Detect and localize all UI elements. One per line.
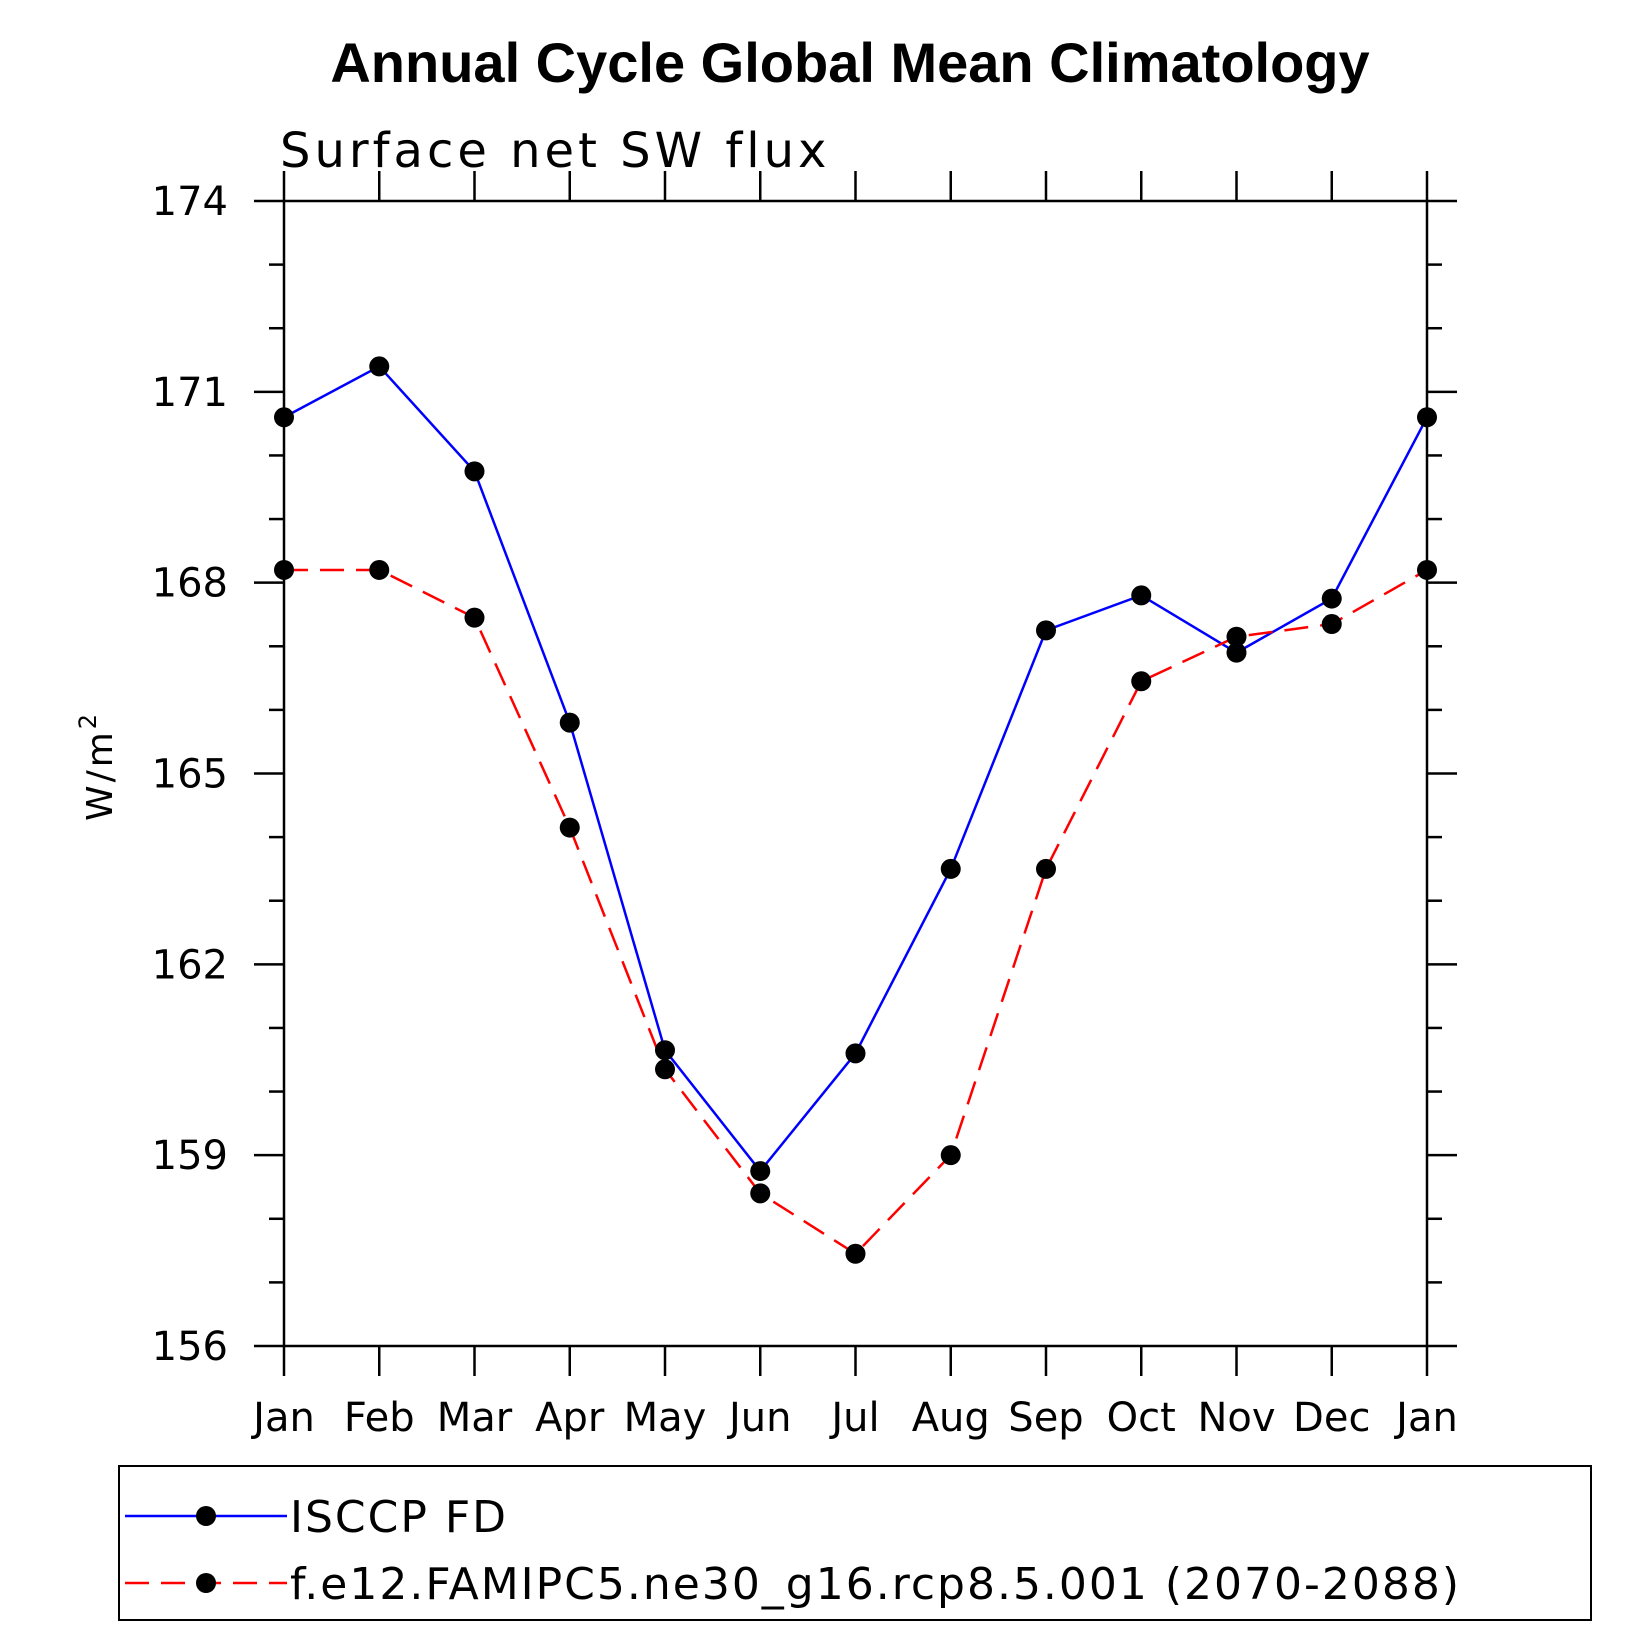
y-tick-label: 174 <box>152 179 228 225</box>
data-point-series-1 <box>1226 626 1247 647</box>
y-tick-labels: 156 159 162 165 168 171 174 <box>152 179 228 1370</box>
legend-label-1: f.e12.FAMIPC5.ne30_g16.rcp8.5.001 (2070-… <box>290 1559 1461 1610</box>
chart-title: Annual Cycle Global Mean Climatology <box>330 31 1369 94</box>
axes <box>254 171 1457 1376</box>
data-point-series-0 <box>1417 407 1437 428</box>
legend: ISCCP FD f.e12.FAMIPC5.ne30_g16.rcp8.5.0… <box>118 1465 1592 1621</box>
data-point-series-0 <box>750 1161 771 1182</box>
data-point-series-1 <box>369 559 390 580</box>
x-tick-label: Sep <box>1008 1395 1083 1441</box>
y-tick-label: 168 <box>152 561 228 607</box>
data-point-series-1 <box>274 559 294 580</box>
y-axis-label-superscript: 2 <box>74 711 102 729</box>
legend-swatch-marker-0 <box>196 1506 216 1526</box>
legend-label-0: ISCCP FD <box>290 1492 508 1543</box>
x-tick-label: Oct <box>1107 1395 1176 1441</box>
data-point-series-0 <box>464 461 485 482</box>
x-tick-label: May <box>624 1395 707 1441</box>
data-point-series-0 <box>1036 620 1056 641</box>
data-point-series-0 <box>559 712 580 733</box>
y-axis-label-text: W/m <box>80 729 121 821</box>
data-point-series-0 <box>940 858 961 879</box>
svg-text:W/m2: W/m2 <box>74 711 121 821</box>
data-point-series-1 <box>1036 858 1056 879</box>
x-tick-label: Jan <box>250 1395 315 1441</box>
data-point-series-1 <box>940 1145 961 1166</box>
data-point-series-0 <box>1131 585 1152 606</box>
x-tick-labels: Jan Feb Mar Apr May Jun Jul Aug Sep Oct Nov Dec Jan <box>250 1395 1458 1441</box>
data-point-series-0 <box>1226 642 1247 663</box>
y-tick-label: 165 <box>152 752 228 798</box>
data-point-series-1 <box>750 1183 771 1204</box>
y-axis-label: W/m2 <box>74 711 121 821</box>
data-point-series-0 <box>369 356 390 377</box>
data-point-series-0 <box>845 1043 866 1064</box>
y-tick-label: 162 <box>152 942 228 988</box>
legend-swatch-marker-1 <box>196 1573 216 1593</box>
x-tick-label: Mar <box>437 1395 513 1441</box>
chart-subtitle: Surface net SW flux <box>280 123 830 179</box>
y-tick-label: 159 <box>152 1133 228 1179</box>
data-point-series-1 <box>1131 671 1152 692</box>
data-point-series-0 <box>655 1040 675 1061</box>
data-point-series-1 <box>559 817 580 838</box>
x-tick-label: Jan <box>1393 1395 1458 1441</box>
x-tick-label: Dec <box>1293 1395 1370 1441</box>
x-tick-label: Apr <box>535 1395 605 1441</box>
x-tick-label: Feb <box>344 1395 415 1441</box>
series-markers <box>274 356 1437 1264</box>
data-point-series-1 <box>1321 614 1342 635</box>
y-tick-label: 156 <box>152 1324 228 1370</box>
data-point-series-1 <box>845 1243 866 1264</box>
data-point-series-1 <box>464 607 485 628</box>
x-tick-label: Aug <box>912 1395 990 1441</box>
legend-box <box>118 1465 1592 1621</box>
x-tick-label: Nov <box>1197 1395 1275 1441</box>
x-tick-label: Jun <box>726 1395 792 1441</box>
data-point-series-1 <box>655 1059 675 1080</box>
data-point-series-1 <box>1417 559 1437 580</box>
x-tick-label: Jul <box>828 1395 879 1441</box>
data-point-series-0 <box>274 407 294 428</box>
data-point-series-0 <box>1321 588 1342 609</box>
y-tick-label: 171 <box>152 370 228 416</box>
